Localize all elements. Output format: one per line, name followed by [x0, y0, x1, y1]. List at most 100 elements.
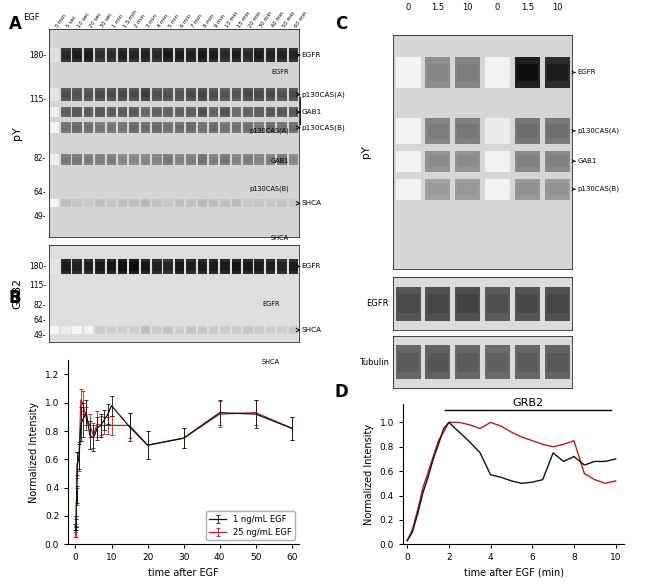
Text: 1.5: 1.5 — [432, 3, 445, 12]
Bar — [142, 157, 150, 163]
Bar — [175, 48, 185, 62]
Bar — [73, 157, 81, 163]
Text: SHCA: SHCA — [271, 235, 289, 241]
Bar — [72, 48, 82, 62]
Text: 9 min: 9 min — [214, 13, 226, 28]
Bar — [107, 125, 115, 131]
Text: B: B — [8, 289, 21, 307]
Bar — [142, 201, 150, 206]
Bar — [398, 294, 419, 313]
Text: pY: pY — [361, 145, 371, 158]
Bar — [278, 262, 286, 271]
Bar — [61, 199, 71, 207]
Bar — [62, 262, 70, 271]
Bar — [545, 151, 569, 172]
Bar — [428, 183, 448, 195]
Text: 0: 0 — [406, 3, 411, 12]
Bar — [175, 326, 185, 334]
Bar — [152, 154, 162, 165]
Bar — [107, 259, 116, 274]
Bar — [186, 259, 196, 274]
Bar — [118, 154, 127, 165]
Bar — [72, 259, 82, 274]
Bar — [255, 157, 263, 163]
Bar — [153, 262, 161, 271]
Text: 64-: 64- — [33, 316, 46, 325]
Bar — [233, 328, 240, 332]
Bar — [163, 154, 173, 165]
Bar — [118, 123, 127, 133]
Bar — [198, 201, 206, 206]
Bar — [289, 51, 297, 59]
Bar — [210, 109, 218, 115]
Bar — [517, 64, 538, 81]
Text: 180-: 180- — [29, 262, 46, 271]
Bar — [289, 89, 298, 100]
Bar — [233, 157, 240, 163]
Bar — [209, 48, 218, 62]
Bar — [515, 57, 540, 88]
Bar — [428, 155, 448, 167]
Bar — [221, 109, 229, 115]
Bar — [243, 326, 253, 334]
Text: 7 min: 7 min — [191, 13, 203, 28]
Text: EGFR: EGFR — [301, 263, 320, 269]
Bar — [398, 155, 419, 167]
Bar — [289, 157, 297, 163]
Text: GRB2: GRB2 — [513, 398, 543, 408]
Bar — [61, 48, 71, 62]
Bar — [119, 109, 127, 115]
Bar — [107, 109, 115, 115]
Bar — [84, 51, 92, 59]
Text: pY: pY — [12, 126, 22, 140]
Bar — [73, 109, 81, 115]
Bar — [428, 353, 448, 371]
Bar — [255, 262, 263, 271]
Bar — [455, 345, 480, 379]
Bar — [187, 91, 195, 98]
Bar — [84, 259, 94, 274]
Bar — [62, 328, 70, 332]
Bar — [163, 259, 173, 274]
Bar — [221, 201, 229, 206]
Bar — [95, 259, 105, 274]
Bar — [61, 89, 71, 100]
Bar — [152, 107, 162, 117]
Bar — [243, 123, 253, 133]
Bar — [254, 154, 264, 165]
Bar — [198, 259, 207, 274]
Bar — [186, 107, 196, 117]
Bar — [210, 157, 218, 163]
Bar — [244, 125, 252, 131]
Bar — [84, 157, 92, 163]
Text: 49-: 49- — [33, 331, 46, 340]
Text: 6 min: 6 min — [179, 13, 192, 28]
Text: p130CAS(A): p130CAS(A) — [577, 127, 619, 134]
Bar — [220, 107, 230, 117]
Bar — [130, 109, 138, 115]
Bar — [277, 123, 287, 133]
Bar — [198, 91, 206, 98]
Bar — [458, 183, 478, 195]
Text: EGFR: EGFR — [271, 69, 289, 75]
Bar — [187, 328, 195, 332]
Bar — [485, 287, 510, 321]
Bar — [515, 151, 540, 172]
Bar — [255, 125, 263, 131]
Bar — [153, 328, 161, 332]
Bar — [153, 157, 161, 163]
Bar — [119, 328, 127, 332]
Bar — [243, 89, 253, 100]
Bar — [266, 125, 274, 131]
Bar — [95, 123, 105, 133]
Bar — [233, 51, 240, 59]
Bar — [176, 157, 183, 163]
Bar — [458, 353, 478, 371]
Bar — [129, 326, 139, 334]
Bar — [198, 125, 206, 131]
Bar — [277, 89, 287, 100]
Bar — [289, 109, 297, 115]
Bar — [487, 353, 508, 371]
Bar — [485, 151, 510, 172]
Bar — [96, 125, 104, 131]
